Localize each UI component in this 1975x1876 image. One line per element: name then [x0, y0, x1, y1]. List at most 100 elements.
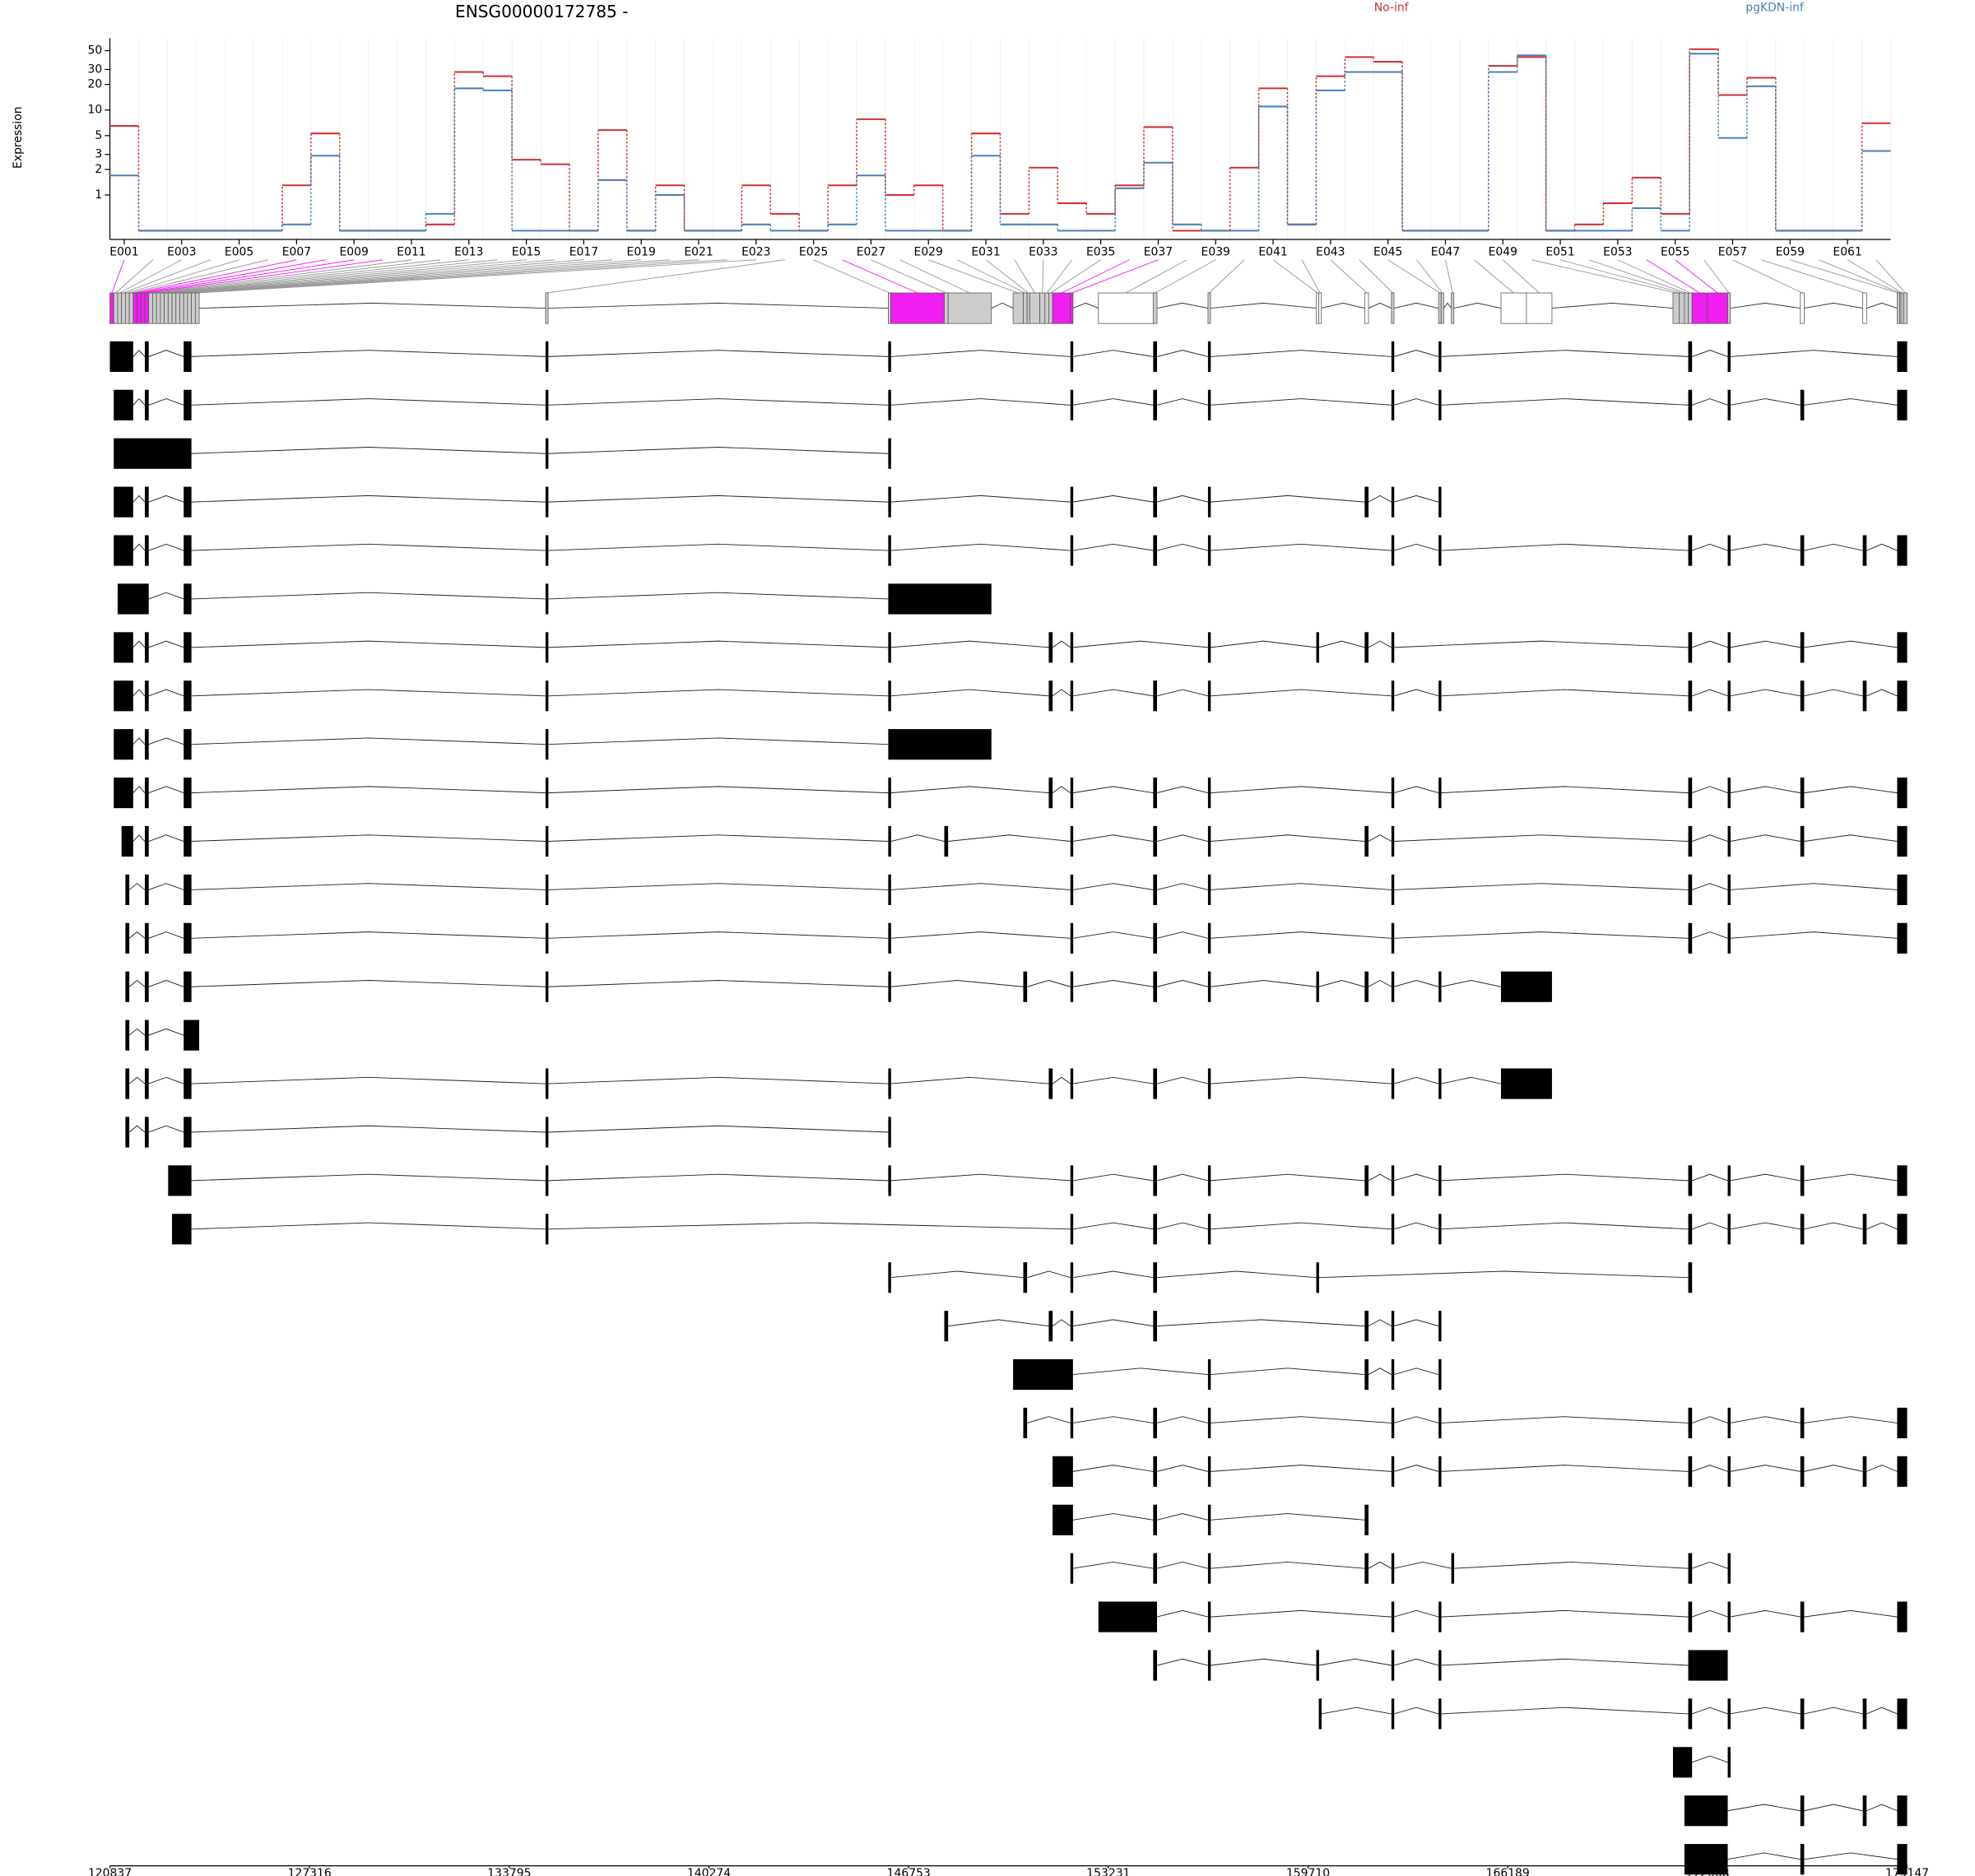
transcript-exon [1862, 1795, 1867, 1827]
intron [1730, 543, 1801, 551]
exon-connector [1875, 259, 1906, 294]
intron [191, 350, 546, 357]
intron [1441, 350, 1689, 357]
intron [1393, 1319, 1439, 1327]
y-tick-label: 50 [88, 44, 103, 58]
model-exon [1727, 292, 1731, 324]
model-exon [1862, 292, 1867, 324]
exon-connector [1732, 259, 1803, 294]
intron [1210, 1658, 1317, 1666]
exon-connector [842, 259, 918, 294]
transcript-exon [184, 874, 192, 906]
exon-connector [1531, 259, 1676, 294]
transcript-exon [888, 729, 992, 760]
intron [548, 786, 889, 794]
intron [1318, 640, 1365, 648]
intron [1210, 689, 1392, 697]
transcript-exon [1207, 874, 1211, 906]
transcript-exon [1897, 680, 1908, 712]
transcript-exon [1207, 680, 1211, 712]
transcript-exon [545, 729, 549, 760]
genomic-tick-label: 166189 [1486, 1867, 1530, 1876]
intron [1866, 1465, 1898, 1472]
transcript-exon [1364, 486, 1369, 518]
transcript-exon [1727, 874, 1731, 906]
transcript-exon [1897, 825, 1908, 857]
exon-connector [1359, 259, 1393, 294]
transcript-exon [545, 632, 549, 663]
model-exon [1684, 292, 1689, 324]
intron [191, 592, 546, 600]
transcript-exon [1438, 1698, 1442, 1730]
transcript-exon [1688, 1650, 1728, 1681]
intron [1804, 1707, 1863, 1715]
transcript-exon [1391, 341, 1395, 372]
transcript-exon [1688, 778, 1693, 809]
transcript-exon [545, 971, 549, 1002]
transcript-exon [1391, 1601, 1395, 1632]
transcript-exon [1727, 825, 1731, 857]
transcript-exon [1800, 1165, 1805, 1196]
chart-title: ENSG00000172785 - [455, 2, 628, 21]
x-tick-label: E035 [1086, 245, 1115, 258]
transcript-exon [144, 632, 149, 663]
intron [1072, 1465, 1154, 1472]
y-tick-label: 20 [88, 78, 103, 91]
transcript-exon [888, 825, 891, 857]
intron [148, 883, 184, 890]
intron [148, 931, 184, 939]
transcript-exon [1688, 874, 1693, 906]
intron [148, 834, 184, 842]
exon-connector [119, 259, 182, 294]
intron [1393, 398, 1439, 406]
transcript-exon [1391, 1553, 1395, 1584]
intron [1156, 1513, 1209, 1521]
exon-connector [131, 259, 268, 294]
intron [548, 1125, 889, 1133]
transcript-exon [1391, 389, 1395, 420]
transcript-exon [184, 1068, 192, 1099]
x-tick-label: E001 [109, 245, 138, 258]
transcript-exon [1070, 874, 1074, 906]
intron [1318, 1270, 1689, 1279]
intron [191, 883, 546, 890]
intron [148, 1125, 184, 1133]
transcript-exon [1391, 1650, 1395, 1681]
intron [1072, 1513, 1154, 1521]
intron [1393, 1707, 1439, 1715]
intron [890, 543, 1071, 551]
intron [148, 592, 184, 600]
transcript-exon [1897, 922, 1908, 954]
transcript-exon [144, 680, 149, 712]
exon-connector [151, 259, 412, 294]
transcript-exon [1391, 874, 1395, 906]
intron [1730, 786, 1801, 794]
model-exon [183, 292, 188, 324]
exon-connector [1125, 259, 1187, 294]
transcript-exon [1438, 1407, 1442, 1439]
transcript-exon [1727, 680, 1731, 712]
intron [1368, 1368, 1392, 1375]
transcript-exon [1391, 1358, 1395, 1391]
transcript-exon [1153, 1553, 1158, 1584]
transcript-exon [1070, 971, 1074, 1002]
model-exon [128, 292, 134, 324]
exon-connector [127, 259, 239, 294]
intron [1368, 979, 1392, 987]
exon-connector [1474, 259, 1514, 294]
transcript-exon [1897, 389, 1908, 420]
x-tick-label: E051 [1545, 245, 1574, 258]
intron [1804, 640, 1898, 648]
transcript-exon [545, 778, 549, 809]
intron [1210, 883, 1392, 890]
intron [1393, 543, 1439, 551]
transcript-exon [1438, 486, 1442, 518]
model-exon [1207, 292, 1211, 324]
intron [191, 689, 546, 697]
transcript-exon [1727, 1407, 1731, 1439]
intron [890, 931, 1071, 939]
transcript-exon [888, 1068, 891, 1099]
model-exon [1707, 292, 1728, 324]
transcript-exon [1391, 1214, 1395, 1245]
intron [1441, 398, 1689, 406]
